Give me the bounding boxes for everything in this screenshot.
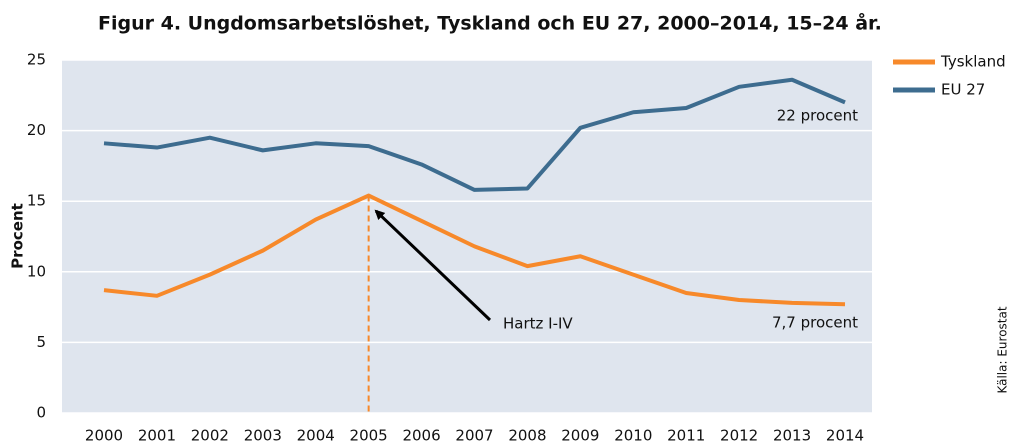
x-tick-label: 2014: [826, 427, 864, 443]
plot-background: [62, 60, 872, 413]
y-tick-label: 0: [36, 404, 46, 422]
x-tick-label: 2007: [455, 427, 493, 443]
x-tick-label: 2002: [191, 427, 229, 443]
y-tick-label: 20: [27, 121, 46, 139]
chart-title: Figur 4. Ungdomsarbetslöshet, Tyskland o…: [98, 11, 882, 35]
series-line: [103, 193, 846, 307]
source: Källa: Eurostat: [996, 306, 1010, 393]
x-tick-label: 2010: [614, 427, 652, 443]
x-tick-label: 2000: [85, 427, 123, 443]
x-tick-label: 2006: [402, 427, 440, 443]
y-tick-label: 25: [27, 51, 46, 69]
x-tick-label: 2009: [561, 427, 599, 443]
annotation: 7,7 procent: [772, 314, 858, 332]
x-tick-label: 2008: [508, 427, 546, 443]
y-axis-label: Procent: [9, 203, 27, 269]
x-tick-label: 2003: [244, 427, 282, 443]
x-tick-label: 2012: [720, 427, 758, 443]
legend-label: EU 27: [941, 81, 985, 99]
x-tick-label: 2001: [138, 427, 176, 443]
annotation: 22 procent: [777, 107, 858, 125]
series-line: [103, 77, 846, 192]
y-tick-label: 15: [27, 192, 46, 210]
x-tick-label: 2011: [667, 427, 705, 443]
arrow: [374, 209, 492, 322]
x-tick-label: 2013: [773, 427, 811, 443]
x-tick-label: 2004: [297, 427, 335, 443]
x-tick-label: 2005: [350, 427, 388, 443]
y-tick-label: 10: [27, 262, 46, 280]
legend-label: Tyskland: [940, 53, 1006, 71]
annotation: Hartz I-IV: [503, 315, 573, 333]
y-tick-label: 5: [36, 333, 46, 351]
